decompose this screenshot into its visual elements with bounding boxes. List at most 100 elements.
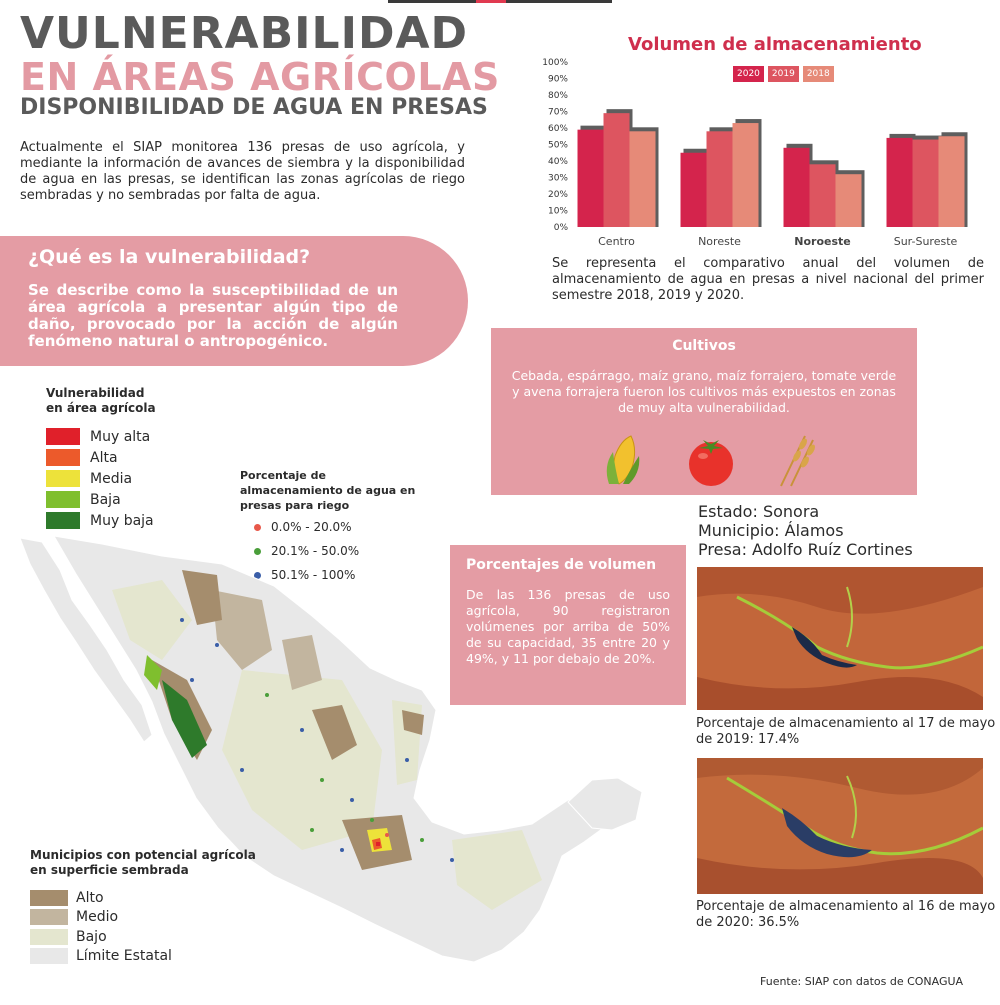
bar-2018 [938,136,965,227]
legend-swatch [46,470,80,487]
legend-storage: Porcentaje de almacenamiento de agua en … [240,468,430,587]
volume-percentages-title: Porcentajes de volumen [466,557,657,573]
dam-marker [370,818,374,822]
legend-item: Media [46,468,156,489]
legend-label: Alta [90,449,118,466]
category-label: Noreste [698,235,741,248]
page-title: VULNERABILIDAD [20,8,469,59]
bar-2020 [783,147,810,227]
bar-2019 [809,164,836,227]
chart-legend-item-2019: 2019 [767,66,799,82]
crops-title: Cultivos [672,338,736,354]
volume-percentages-box: Porcentajes de volumen De las 136 presas… [450,545,686,705]
y-tick-label: 70% [548,108,568,118]
legend-label: Alto [76,889,104,906]
storage-bar-chart: 0% 10% 20% 30% 40% 50% 60% 70% 80% 90% 100% Centro N… [542,58,968,248]
municipality-high-region [402,710,424,735]
legend-label: Muy baja [90,512,154,529]
source-note: Fuente: SIAP con datos de CONAGUA [760,975,964,988]
legend-swatch [46,449,80,466]
legend-label: Bajo [76,928,107,945]
legend-item: Alto [30,888,270,908]
dam-marker [265,693,269,697]
intro-paragraph: Actualmente el SIAP monitorea 136 presas… [20,140,465,203]
crops-text: Cebada, espárrago, maíz grano, maíz forr… [511,368,897,415]
baja-california-shape [19,537,153,743]
crops-box: Cultivos Cebada, espárrago, maíz grano, … [491,328,917,495]
vulnerability-very-high-region [376,842,380,846]
legend-swatch [46,491,80,508]
dam-marker [190,678,194,682]
legend-item: Muy baja [46,510,156,531]
bar-2019 [706,131,733,227]
dam-marker [405,758,409,762]
legend-swatch [30,889,68,906]
legend-item: Alta [46,447,156,468]
category-label: Sur-Sureste [894,235,958,248]
legend-item: 50.1% - 100% [254,563,430,587]
legend-label: Media [90,470,133,487]
vulnerability-box: ¿Qué es la vulnerabilidad? Se describe c… [0,236,468,366]
chart-legend: 2020 2019 2018 [733,66,834,82]
municipality-low-region [112,580,192,660]
municipality-low-region [452,830,542,910]
crop-icons [606,435,815,487]
legend-swatch [46,428,80,445]
legend-label: Medio [76,909,119,926]
mexico-map [19,535,643,963]
chart-title: Volumen de almacenamiento [628,34,922,55]
category-label: Noroeste [794,235,850,248]
legend-swatch [30,948,68,965]
corn-icon [606,435,640,485]
municipality-medium-region [212,590,272,670]
bar-2020 [577,129,604,227]
y-tick-label: 20% [548,190,568,200]
legend-storage-title: Porcentaje de almacenamiento de agua en … [240,469,416,512]
legend-vulnerability-title: Vulnerabilidad en área agrícola [46,386,156,415]
bar-2018 [835,174,862,227]
legend-label: 50.1% - 100% [271,568,356,582]
tomato-icon [689,440,733,486]
municipality-high-region [182,570,222,625]
vulnerability-question: ¿Qué es la vulnerabilidad? [28,246,311,268]
vulnerability-low-region [144,655,162,690]
storage-dot-icon [254,571,261,579]
legend-label: 20.1% - 50.0% [271,544,360,558]
page-section-title: DISPONIBILIDAD DE AGUA EN PRESAS [20,95,488,120]
y-tick-label: 0% [554,223,569,233]
dam-marker [180,618,184,622]
legend-label: 0.0% - 20.0% [271,520,352,534]
dam-marker [450,858,454,862]
legend-item: 20.1% - 50.0% [254,539,430,563]
top-bar-accent [476,0,506,3]
category-label: Centro [598,235,635,248]
bar-2020 [680,152,707,227]
y-tick-label: 40% [548,157,568,167]
page-subtitle: EN ÁREAS AGRÍCOLAS [20,55,500,99]
dam-marker [340,848,344,852]
legend-item: Límite Estatal [30,947,270,967]
dam-marker [240,768,244,772]
legend-swatch [30,928,68,945]
dam-marker [350,798,354,802]
dam-name: Presa: Adolfo Ruíz Cortines [698,540,913,559]
bar-2019 [912,139,939,227]
yucatan-shape [567,777,643,831]
bar-2020 [886,137,913,227]
legend-item: Medio [30,908,270,928]
vulnerability-very-low-region [162,680,207,758]
dam-marker [310,828,314,832]
municipality-medium-region [282,635,322,690]
dam-marker [300,728,304,732]
y-tick-label: 30% [548,174,568,184]
y-tick-label: 90% [548,75,568,85]
satellite-image-2020 [697,758,983,894]
legend-item: Muy alta [46,426,156,447]
legend-item: Baja [46,489,156,510]
bar-2018 [732,123,759,227]
storage-dot-icon [254,523,261,531]
chart-description: Se representa el comparativo anual del v… [552,256,984,303]
chart-legend-item-2018: 2018 [802,66,834,82]
legend-vulnerability: Vulnerabilidad en área agrícola Muy alta… [46,386,156,531]
y-tick-label: 60% [548,124,568,134]
